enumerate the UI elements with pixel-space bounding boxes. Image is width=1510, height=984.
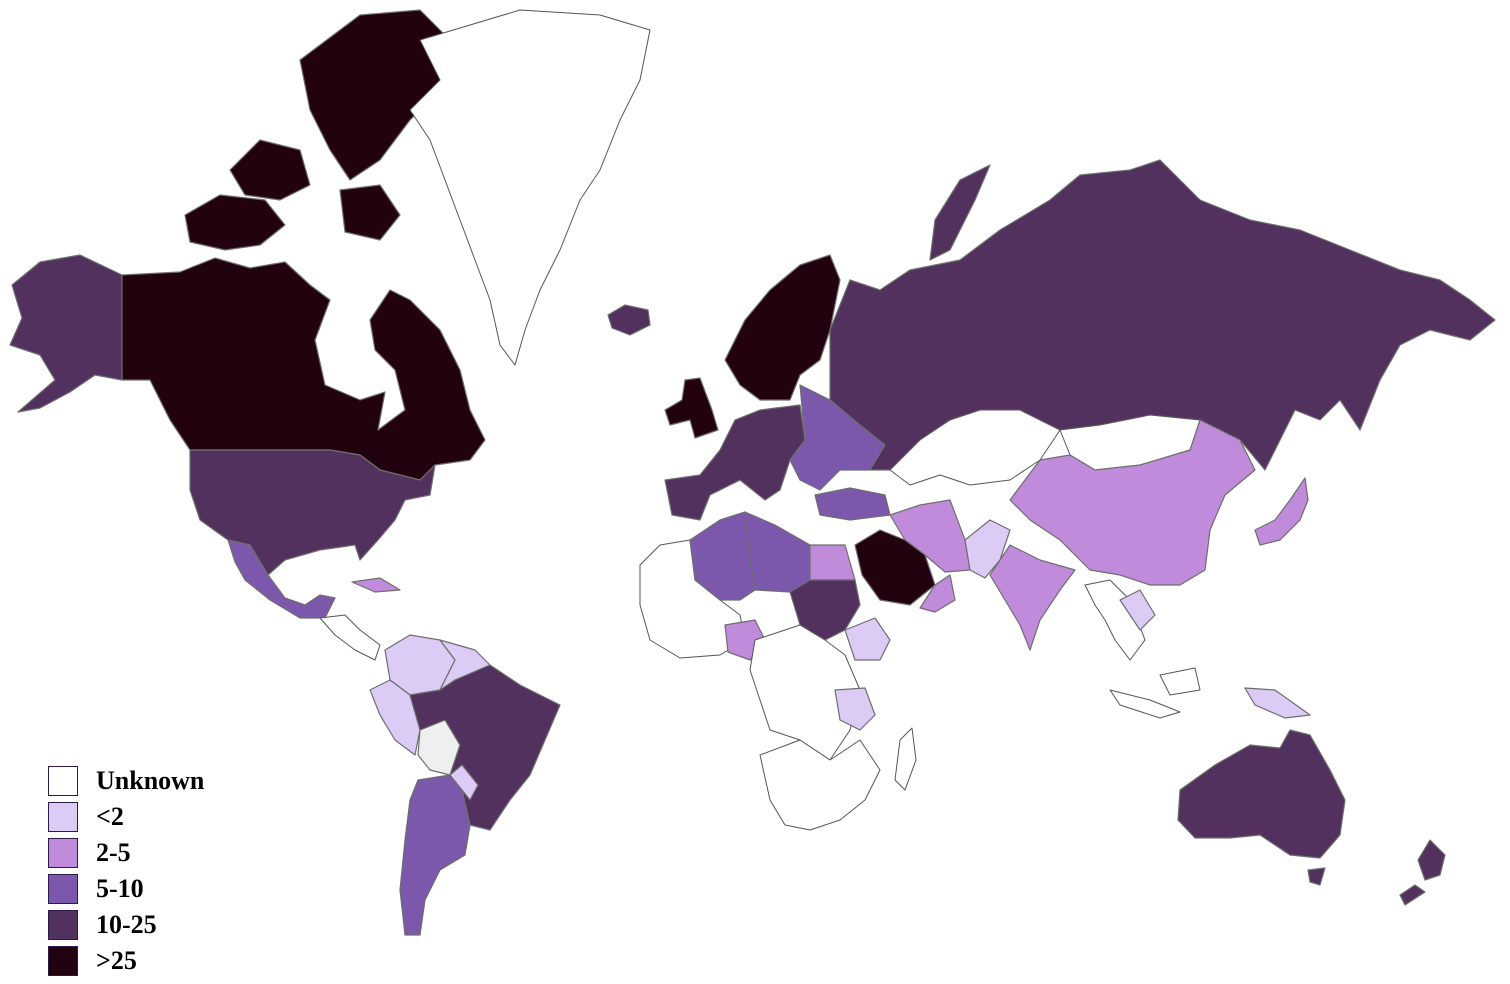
region-iceland[interactable]	[607, 304, 651, 336]
region-united-kingdom[interactable]	[664, 377, 719, 439]
legend-label-5to10: 5-10	[96, 874, 144, 903]
region-papua-new-guinea[interactable]	[1244, 687, 1311, 719]
legend-swatch-5to10	[48, 874, 78, 904]
legend-label-unknown: Unknown	[96, 766, 205, 795]
region-central-america[interactable]	[319, 614, 381, 661]
region-kenya-tanzania[interactable]	[834, 687, 876, 731]
region-peru[interactable]	[369, 679, 421, 756]
region-cuba[interactable]	[351, 577, 401, 593]
region-scandinavia[interactable]	[724, 254, 841, 401]
region-libya[interactable]	[744, 511, 811, 593]
region-kazakhstan[interactable]	[889, 409, 1061, 486]
legend-swatch-unknown	[48, 766, 78, 796]
region-thailand[interactable]	[1119, 589, 1156, 631]
region-china[interactable]	[1009, 419, 1256, 586]
legend-swatch-gt25	[48, 946, 78, 976]
region-southern-africa[interactable]	[759, 739, 881, 831]
legend-label-10to25: 10-25	[96, 910, 157, 939]
region-greenland[interactable]	[409, 9, 651, 366]
region-brazil[interactable]	[409, 664, 561, 831]
region-turkey[interactable]	[814, 487, 891, 521]
region-india[interactable]	[989, 544, 1076, 651]
region-japan[interactable]	[1254, 477, 1309, 546]
region-canada[interactable]	[121, 257, 486, 481]
legend-swatch-lt2	[48, 802, 78, 832]
region-ethiopia[interactable]	[844, 617, 891, 661]
legend-label-lt2: <2	[96, 802, 124, 831]
region-argentina[interactable]	[399, 774, 471, 936]
region-new-zealand[interactable]	[1399, 839, 1446, 906]
region-tasmania[interactable]	[1307, 867, 1326, 886]
region-australia[interactable]	[1177, 729, 1346, 859]
region-alaska[interactable]	[9, 254, 123, 413]
region-paraguay[interactable]	[449, 764, 479, 801]
legend-label-gt25: >25	[96, 946, 137, 975]
legend-swatch-2to5	[48, 838, 78, 868]
region-central-africa[interactable]	[749, 624, 861, 761]
region-oman[interactable]	[919, 574, 956, 613]
region-indonesia[interactable]	[1109, 667, 1201, 719]
legend-label-2to5: 2-5	[96, 838, 131, 867]
region-mexico[interactable]	[227, 539, 336, 619]
legend-swatch-10to25	[48, 910, 78, 940]
region-egypt[interactable]	[809, 544, 856, 581]
region-canadian-arctic-islands[interactable]	[184, 9, 451, 251]
region-western-europe[interactable]	[664, 404, 806, 521]
region-novaya-zemlya[interactable]	[929, 164, 991, 261]
region-madagascar[interactable]	[894, 727, 917, 791]
